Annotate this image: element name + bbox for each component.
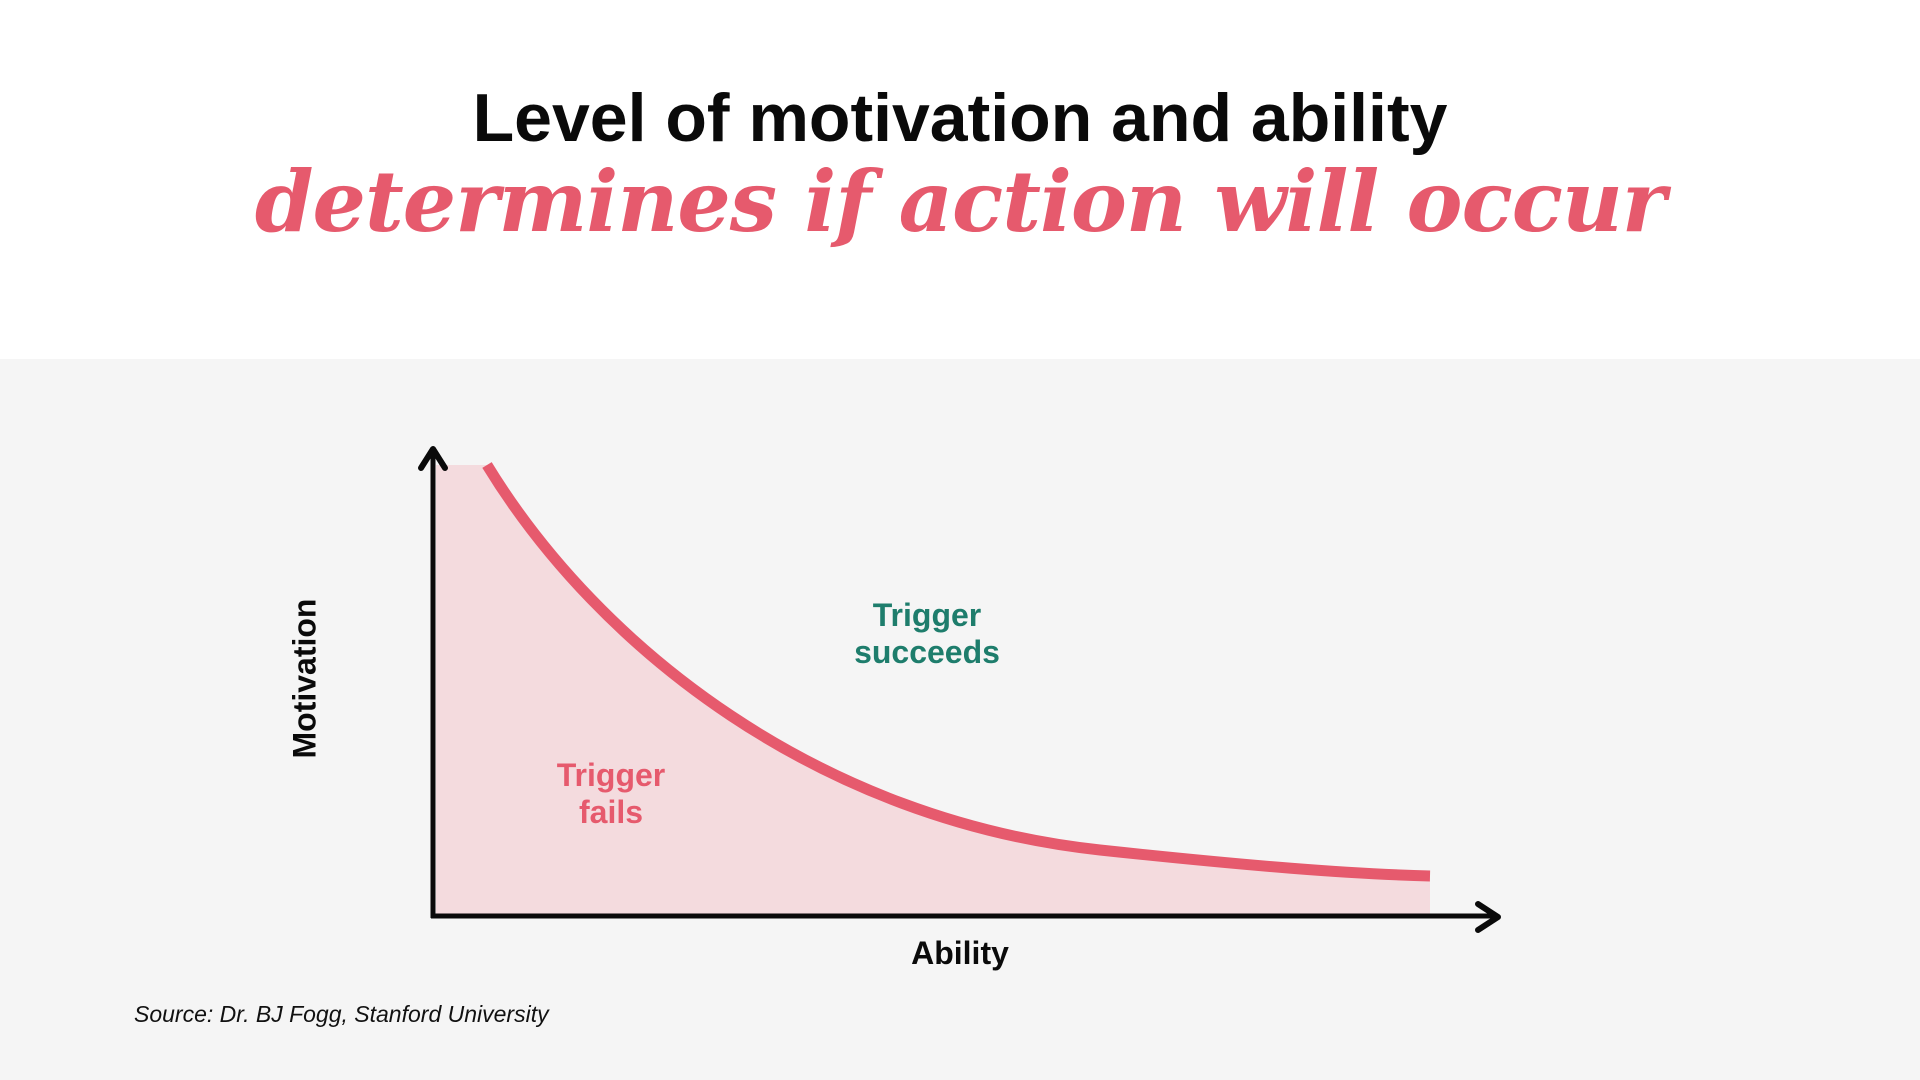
slide-title: Level of motivation and ability [472, 80, 1448, 156]
slide-subtitle: determines if action will occur [254, 152, 1666, 251]
slide-header: Level of motivation and ability determin… [0, 0, 1920, 359]
action-line-curve [482, 462, 1431, 882]
trigger-succeeds-line1: Trigger [872, 597, 982, 633]
trigger-fails-line1: Trigger [556, 757, 666, 793]
y-axis-arrow-icon [418, 446, 448, 471]
trigger-succeeds-label: Trigger succeeds [830, 597, 1024, 671]
x-axis-label: Ability [911, 935, 1009, 971]
diagram-panel [0, 359, 1920, 1080]
trigger-succeeds-line2: succeeds [854, 634, 1000, 670]
y-axis-label: Motivation [286, 598, 323, 759]
trigger-fails-line2: fails [578, 794, 644, 830]
trigger-fails-label: Trigger fails [530, 757, 692, 831]
x-axis-arrow-icon [1475, 901, 1501, 933]
source-citation: Source: Dr. BJ Fogg, Stanford University [134, 1001, 549, 1027]
trigger-fails-area [436, 465, 1430, 914]
